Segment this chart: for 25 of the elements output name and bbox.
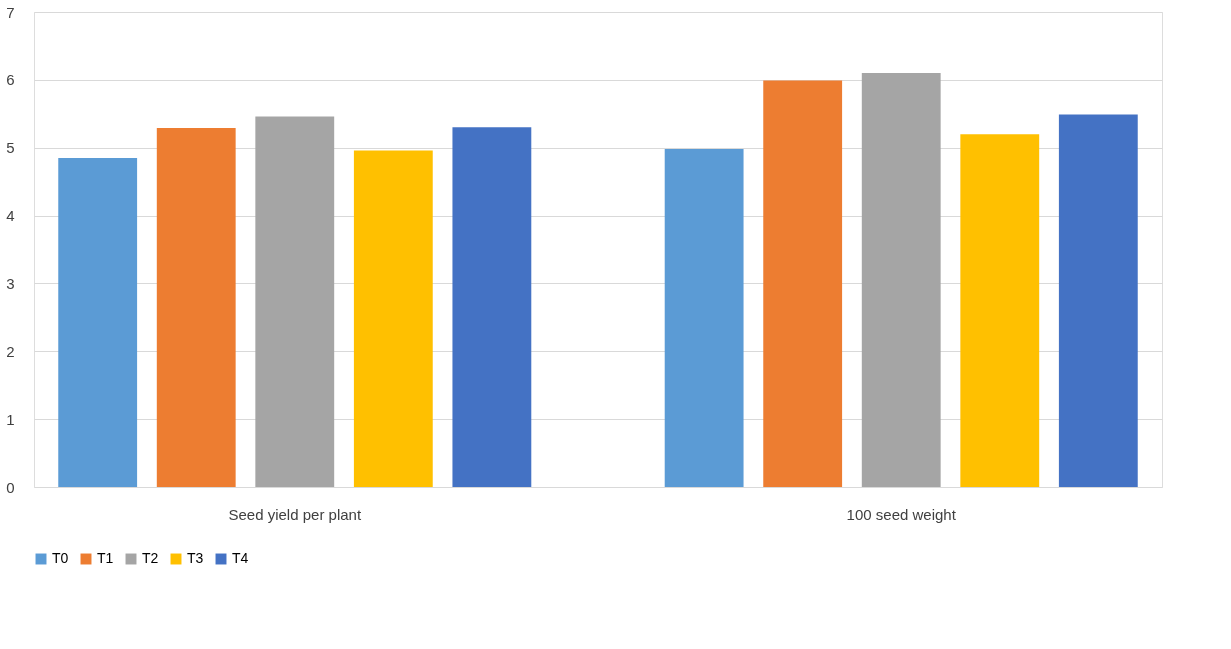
bar (156, 128, 236, 487)
bar (353, 150, 433, 487)
y-tick-label: 7 (6, 3, 15, 21)
y-tick-label: 3 (6, 274, 15, 292)
y-tick-label: 4 (6, 207, 15, 225)
bar (452, 127, 532, 487)
y-tick-label: 2 (6, 342, 15, 360)
bar (664, 149, 744, 487)
legend-label: T2 (142, 550, 159, 566)
x-tick-label: Seed yield per plant (228, 505, 362, 523)
bar (960, 134, 1040, 487)
legend-label: T3 (187, 550, 204, 566)
legend-label: T0 (52, 550, 69, 566)
x-tick-label: 100 seed weight (846, 505, 957, 523)
bar (58, 157, 138, 487)
legend-label: T1 (97, 550, 114, 566)
y-tick-label: 0 (6, 478, 15, 496)
y-tick-label: 6 (6, 71, 15, 89)
y-tick-label: 1 (6, 410, 15, 428)
legend-label: T4 (232, 550, 249, 566)
bar (255, 116, 335, 487)
bar (861, 73, 941, 487)
y-tick-label: 5 (6, 139, 15, 157)
bar (1058, 114, 1138, 487)
bar (763, 80, 843, 487)
